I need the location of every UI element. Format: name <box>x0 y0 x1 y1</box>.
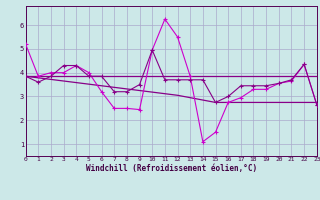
X-axis label: Windchill (Refroidissement éolien,°C): Windchill (Refroidissement éolien,°C) <box>86 164 257 173</box>
